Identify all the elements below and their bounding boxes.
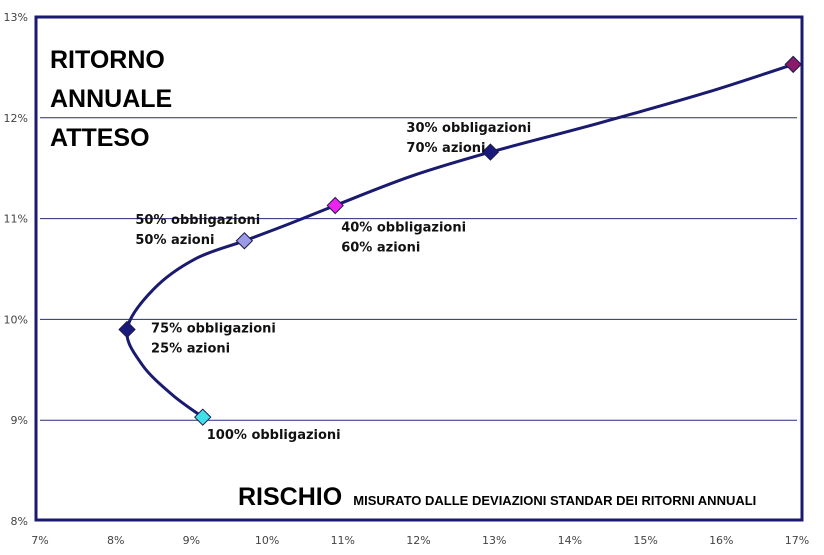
y-axis-label-line-1: RITORNO: [50, 46, 165, 74]
x-tick-label: 7%: [31, 534, 48, 547]
x-tick-label: 9%: [183, 534, 200, 547]
portfolio-label: 50% obbligazioni: [135, 213, 260, 228]
portfolio-label: 100% obbligazioni: [207, 428, 341, 443]
x-tick-label: 10%: [255, 534, 279, 547]
x-axis-label-sub: MISURATO DALLE DEVIAZIONI STANDAR DEI RI…: [353, 493, 756, 508]
y-tick-label: 13%: [4, 11, 28, 24]
y-axis-label-line-3: ATTESO: [50, 124, 150, 152]
portfolio-point: [784, 55, 802, 74]
x-tick-label: 8%: [107, 534, 124, 547]
x-tick-label: 12%: [406, 534, 430, 547]
portfolio-point: [118, 320, 136, 339]
portfolio-label: 60% azioni: [341, 240, 420, 255]
portfolio-point: [235, 232, 254, 250]
x-tick-label: 15%: [633, 534, 657, 547]
x-tick-label: 14%: [558, 534, 582, 547]
y-tick-label: 12%: [4, 112, 28, 125]
y-axis-label: RITORNO ANNUALE ATTESO: [50, 46, 179, 152]
y-axis-label-line-2: ANNUALE: [50, 85, 172, 113]
x-tick-label: 17%: [785, 534, 809, 547]
plot-frame: [34, 15, 804, 522]
x-axis-ticks: 7% 8% 9% 10% 11% 12% 13% 14% 15% 16% 17%: [31, 534, 809, 547]
x-tick-label: 13%: [482, 534, 506, 547]
x-axis-label: RISCHIO MISURATO DALLE DEVIAZIONI STANDA…: [238, 483, 756, 511]
portfolio-label: 30% obbligazioni: [406, 121, 531, 136]
y-tick-label: 11%: [4, 213, 28, 226]
portfolio-point: [326, 196, 344, 215]
portfolio-labels: 100% obbligazioni 75% obbligazioni 25% azi…: [135, 121, 531, 443]
portfolio-label: 75% obbligazioni: [151, 321, 276, 336]
portfolio-label: 50% azioni: [135, 233, 214, 248]
portfolio-point: [194, 408, 212, 426]
y-tick-label: 10%: [4, 313, 28, 326]
portfolio-points: [118, 55, 802, 426]
x-axis-label-main: RISCHIO: [238, 483, 342, 511]
portfolio-label: 40% obbligazioni: [341, 220, 466, 235]
gridlines: [40, 117, 797, 421]
efficient-frontier-curve: [125, 62, 794, 419]
y-tick-label: 8%: [11, 515, 28, 528]
y-tick-label: 9%: [11, 414, 28, 427]
portfolio-point: [481, 143, 500, 161]
portfolio-label: 25% azioni: [151, 341, 230, 356]
portfolio-label: 70% azioni: [406, 141, 485, 156]
x-tick-label: 11%: [331, 534, 355, 547]
y-axis-ticks: 8% 9% 10% 11% 12% 13%: [4, 11, 28, 528]
x-tick-label: 16%: [709, 534, 733, 547]
